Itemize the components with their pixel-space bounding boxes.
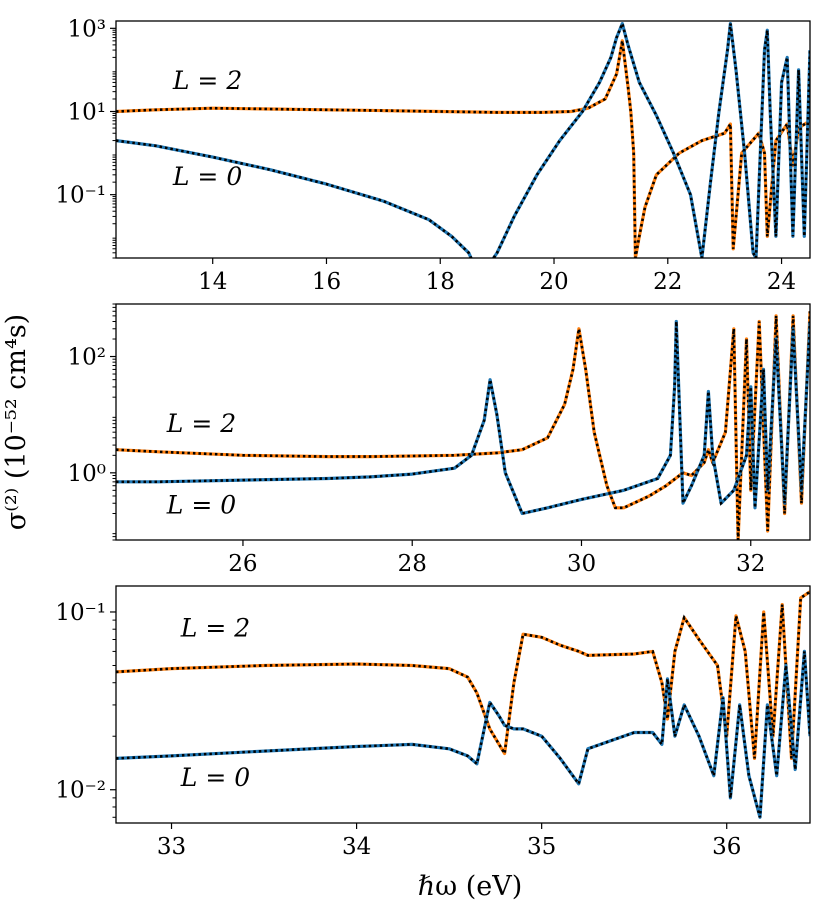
curve-label: L = 2 — [166, 409, 236, 438]
x-tick-label: 14 — [198, 269, 227, 295]
y-tick-label: 10⁻² — [55, 778, 106, 804]
panel-middle: 26 28 30 32 10⁰ 10² L = 2 L = 0 — [68, 303, 811, 577]
y-axis-title: σ⁽²⁾ (10⁻⁵² cm⁴s) — [1, 314, 32, 530]
panel-bottom: 33 34 35 36 10⁻² 10⁻¹ L = 2 L = 0 — [55, 585, 811, 860]
reference-dotted-line-L2 — [116, 40, 810, 258]
x-tick-label: 32 — [736, 551, 765, 577]
y-tick-label: 10⁻¹ — [55, 183, 106, 209]
x-tick-label: 33 — [157, 834, 186, 860]
x-tick-label: 35 — [527, 834, 556, 860]
reference-dotted-line-L0 — [116, 651, 810, 818]
x-tick-label: 34 — [342, 834, 371, 860]
x-tick-label: 20 — [539, 269, 568, 295]
y-tick-label: 10⁻¹ — [55, 600, 106, 626]
panel-top: 14 16 18 20 22 24 10⁻¹ 10¹ 10³ L = 2 L = 0 — [55, 16, 811, 295]
y-tick-label: 10⁰ — [68, 461, 107, 487]
y-tick-label: 10¹ — [68, 99, 107, 125]
x-tick-label: 36 — [712, 834, 741, 860]
reference-dotted-line-L2 — [116, 590, 810, 759]
curve-label: L = 2 — [172, 66, 242, 95]
x-tick-label: 28 — [398, 551, 427, 577]
curve-label: L = 0 — [180, 763, 250, 792]
curve-label: L = 2 — [180, 613, 250, 642]
axes-frame — [115, 20, 811, 259]
x-axis-title: ℏω (eV) — [418, 871, 523, 902]
x-tick-label: 24 — [767, 269, 796, 295]
reference-dotted-line-L0 — [116, 21, 810, 258]
reference-dotted-line-L2 — [116, 311, 810, 540]
x-tick-label: 30 — [567, 551, 596, 577]
x-tick-label: 26 — [228, 551, 257, 577]
y-tick-label: 10³ — [68, 16, 107, 42]
x-tick-label: 18 — [426, 269, 455, 295]
x-tick-label: 16 — [312, 269, 341, 295]
axes-frame — [115, 303, 811, 541]
y-tick-label: 10² — [68, 345, 107, 371]
curve-label: L = 0 — [172, 162, 242, 191]
curve-label: L = 0 — [166, 490, 236, 519]
series-line-L0 — [116, 319, 810, 516]
x-tick-label: 22 — [653, 269, 682, 295]
